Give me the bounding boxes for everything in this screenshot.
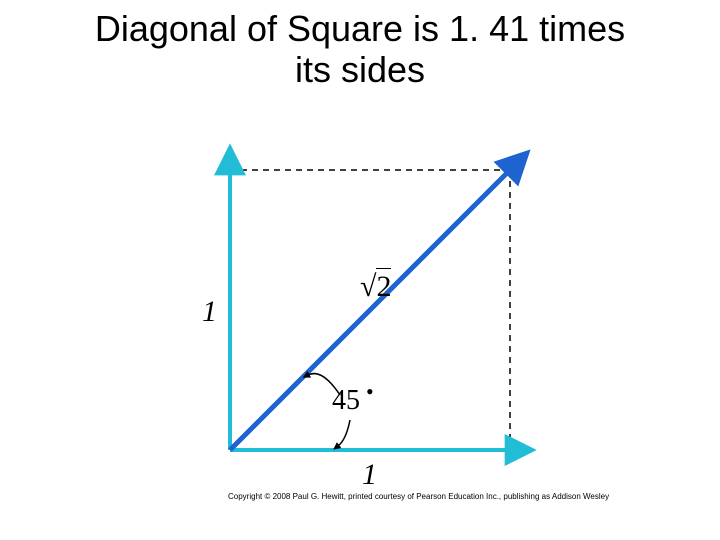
label-diagonal: √2 bbox=[360, 270, 391, 304]
label-angle: 45• bbox=[332, 385, 368, 417]
title-line-1: Diagonal of Square is 1. 41 times bbox=[95, 8, 625, 49]
diagonal-vector bbox=[230, 170, 510, 450]
label-left-side: 1 bbox=[202, 295, 217, 329]
slide: Diagonal of Square is 1. 41 times its si… bbox=[0, 0, 720, 540]
square-diagonal-figure: 1 1 √2 45• Copyright © 2008 Paul G. Hewi… bbox=[170, 120, 570, 520]
angle-arrow-to-xaxis bbox=[338, 420, 350, 446]
label-bottom-side: 1 bbox=[362, 458, 377, 492]
page-title: Diagonal of Square is 1. 41 times its si… bbox=[0, 8, 720, 91]
copyright-text: Copyright © 2008 Paul G. Hewitt, printed… bbox=[228, 492, 609, 501]
title-line-2: its sides bbox=[295, 49, 425, 90]
